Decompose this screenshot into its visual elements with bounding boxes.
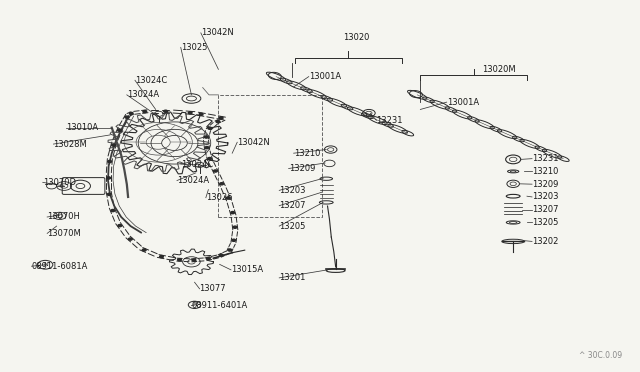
Circle shape (125, 116, 129, 118)
Text: 13042N: 13042N (201, 28, 234, 37)
Circle shape (108, 193, 111, 195)
Text: 13231: 13231 (532, 154, 559, 163)
Circle shape (192, 259, 196, 261)
Text: 13026: 13026 (206, 193, 232, 202)
Circle shape (111, 144, 115, 146)
Text: N: N (192, 302, 197, 307)
Circle shape (159, 256, 163, 258)
Text: 13201: 13201 (279, 273, 306, 282)
Text: 13210: 13210 (532, 167, 558, 176)
Text: 13070D: 13070D (43, 178, 76, 187)
Text: 13207: 13207 (279, 201, 306, 210)
Text: 13024C: 13024C (180, 160, 213, 169)
Text: 13070M: 13070M (47, 229, 81, 238)
Circle shape (111, 209, 115, 212)
Text: 13028M: 13028M (54, 140, 87, 148)
Circle shape (118, 129, 122, 131)
Text: N: N (43, 262, 47, 267)
Circle shape (107, 177, 111, 179)
Circle shape (220, 117, 223, 119)
Text: 13070H: 13070H (47, 212, 80, 221)
Circle shape (208, 157, 212, 160)
Circle shape (164, 110, 168, 112)
Circle shape (142, 249, 146, 251)
Circle shape (233, 226, 237, 228)
Circle shape (129, 238, 132, 240)
Text: 13024C: 13024C (135, 76, 167, 85)
Circle shape (216, 121, 220, 123)
Text: 13024A: 13024A (177, 176, 209, 185)
Circle shape (199, 113, 203, 115)
Circle shape (188, 112, 192, 114)
Circle shape (118, 225, 122, 227)
Circle shape (220, 254, 223, 256)
Text: 13001A: 13001A (308, 72, 341, 81)
Text: 13203: 13203 (279, 186, 306, 195)
Circle shape (214, 170, 218, 172)
Text: 13042N: 13042N (237, 138, 270, 147)
Circle shape (206, 257, 210, 260)
Circle shape (228, 249, 232, 251)
Text: 08911-6081A: 08911-6081A (31, 262, 88, 271)
Circle shape (208, 127, 212, 129)
Circle shape (108, 160, 111, 163)
Circle shape (220, 183, 223, 185)
Text: 13015A: 13015A (231, 265, 263, 274)
Circle shape (232, 239, 236, 241)
Text: 13010A: 13010A (66, 123, 98, 132)
Circle shape (204, 136, 208, 138)
Text: 13205: 13205 (532, 218, 558, 227)
Text: 13025: 13025 (180, 43, 207, 52)
Text: 13077: 13077 (200, 284, 226, 293)
Text: 13209: 13209 (289, 164, 315, 173)
Circle shape (129, 112, 133, 115)
Text: 13209: 13209 (532, 180, 558, 189)
Text: 13202: 13202 (532, 237, 558, 246)
Circle shape (231, 212, 234, 214)
Circle shape (143, 110, 147, 113)
Text: 13024A: 13024A (127, 90, 159, 99)
Text: 08911-6401A: 08911-6401A (191, 301, 248, 310)
Circle shape (205, 147, 209, 149)
Text: 13210: 13210 (294, 149, 320, 158)
Circle shape (178, 259, 181, 261)
Text: 13203: 13203 (532, 192, 559, 201)
Text: 13020: 13020 (343, 33, 369, 42)
Text: 13205: 13205 (279, 222, 306, 231)
Text: 13207: 13207 (532, 205, 559, 214)
Text: ^ 30C.0.09: ^ 30C.0.09 (579, 351, 622, 360)
Circle shape (226, 197, 230, 199)
Text: 13001A: 13001A (447, 98, 479, 107)
Text: 13020M: 13020M (483, 65, 516, 74)
Text: 13231: 13231 (376, 116, 403, 125)
